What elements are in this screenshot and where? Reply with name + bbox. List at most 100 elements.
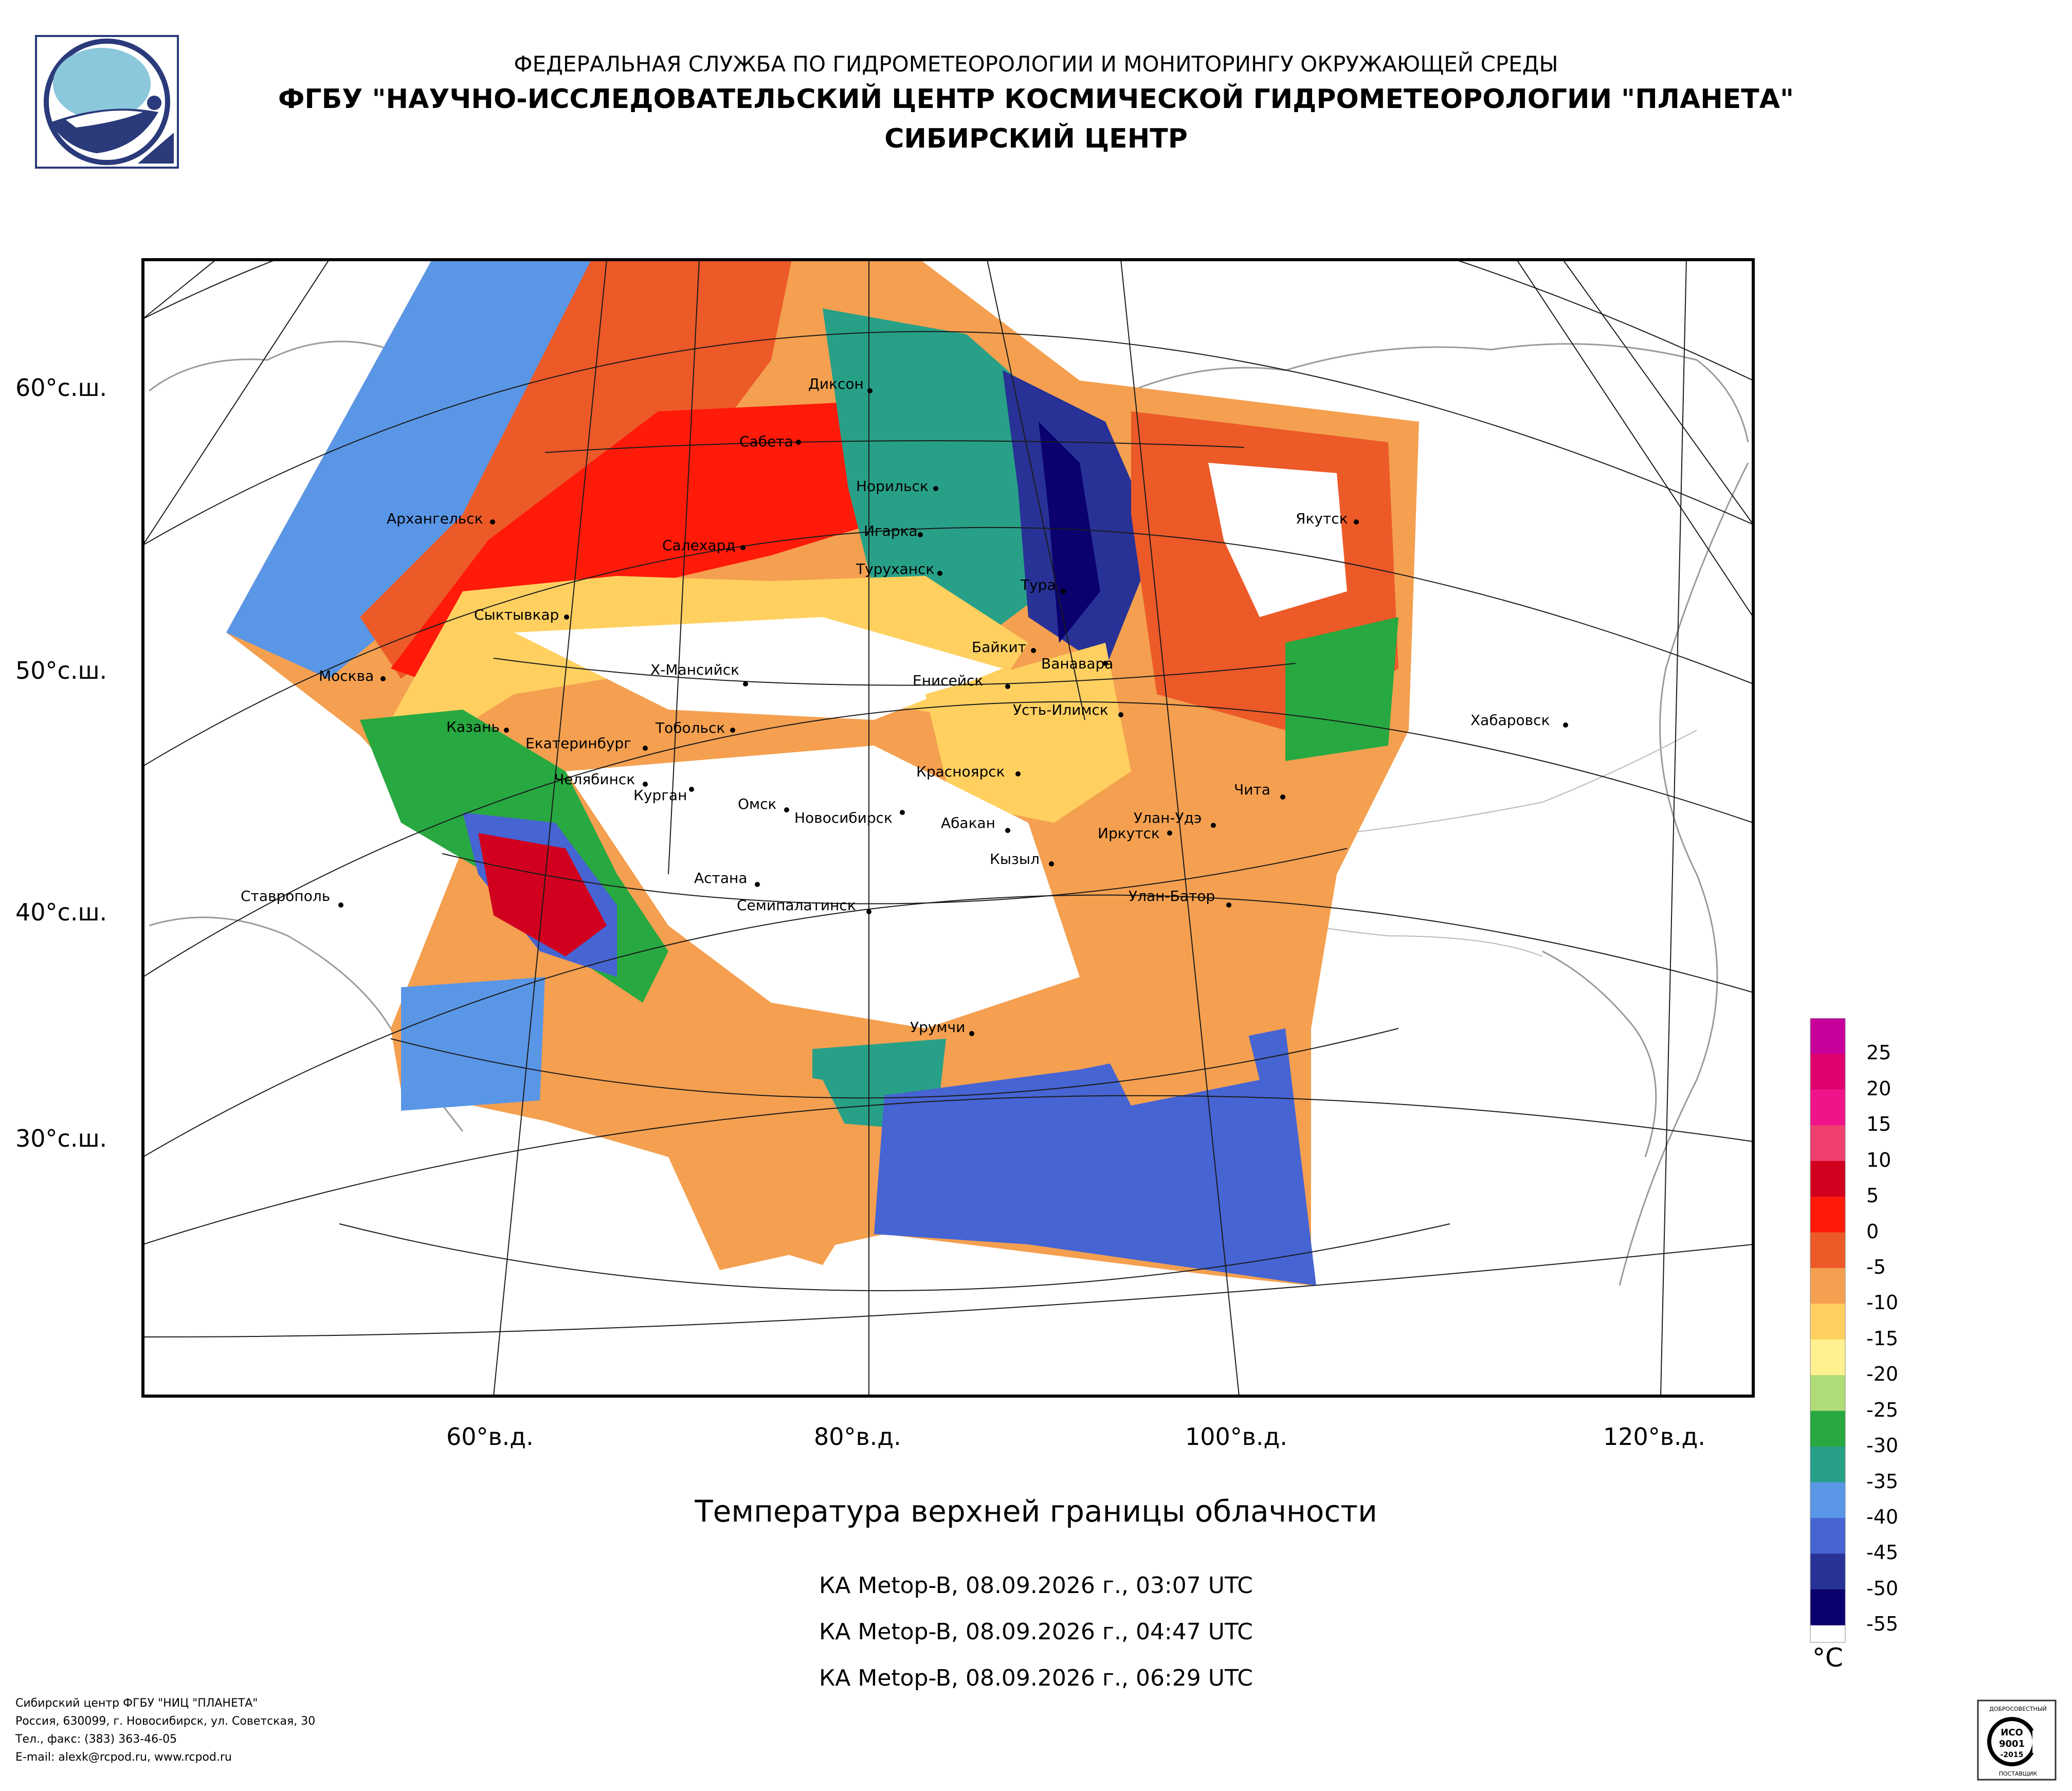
legend-swatch — [1810, 1089, 1845, 1126]
city-label: Улан-Батор — [1129, 888, 1215, 904]
legend-swatch — [1810, 1482, 1845, 1518]
longitude-label: 80°в.д. — [814, 1423, 901, 1451]
iso-certificate-badge: ДОБРОСОВЕСТНЫЙ ИСО 9001 -2015 ПОСТАВЩИК — [1977, 1699, 2057, 1781]
legend-swatch — [1810, 1268, 1845, 1304]
city-label: Диксон — [808, 375, 864, 392]
header-agency: ФЕДЕРАЛЬНАЯ СЛУЖБА ПО ГИДРОМЕТЕОРОЛОГИИ … — [514, 51, 1558, 77]
longitude-label: 120°в.д. — [1603, 1423, 1705, 1451]
city-label: Абакан — [941, 815, 995, 831]
city-label: Казань — [446, 718, 500, 735]
map-frame — [141, 258, 1755, 1398]
city-label: Ставрополь — [241, 888, 330, 904]
city-label: Астана — [694, 870, 747, 887]
legend-label: -30 — [1866, 1434, 1899, 1457]
city-label: Новосибирск — [794, 809, 893, 826]
city-label: Х-Мансийск — [650, 661, 739, 678]
longitude-labels: 60°в.д. 80°в.д. 100°в.д. 120°в.д. — [446, 1423, 1705, 1451]
legend-swatch — [1810, 1161, 1845, 1197]
planeta-logo-icon — [35, 35, 179, 169]
legend-label: 10 — [1866, 1148, 1892, 1171]
legend-label: -5 — [1866, 1256, 1886, 1278]
city-label: Байкит — [972, 639, 1026, 656]
city-label: Улан-Удэ — [1134, 809, 1202, 826]
footer-line: E-mail: alexk@rcpod.ru, www.rcpod.ru — [15, 1751, 232, 1764]
longitude-label: 100°в.д. — [1185, 1423, 1287, 1451]
city-label: Москва — [319, 667, 374, 684]
city-label: Омск — [738, 795, 776, 812]
city-label: Салехард — [662, 537, 736, 554]
legend-swatch — [1810, 1304, 1845, 1340]
temperature-legend-bar — [1810, 1018, 1846, 1643]
city-label: Кызыл — [990, 851, 1040, 867]
city-label: Ванавара — [1041, 655, 1113, 672]
legend-label: 0 — [1866, 1220, 1879, 1243]
cert-year: -2015 — [2001, 1751, 2024, 1759]
latitude-label: 50°с.ш. — [15, 657, 107, 684]
city-label: Хабаровск — [1470, 712, 1550, 729]
pass-line: КА Metop-B, 08.09.2026 г., 04:47 UTC — [819, 1619, 1253, 1645]
legend-label: -35 — [1866, 1470, 1899, 1493]
legend-label: -40 — [1866, 1506, 1899, 1528]
latitude-labels: 60°с.ш. 50°с.ш. 40°с.ш. 30°с.ш. — [15, 374, 107, 1152]
latitude-label: 30°с.ш. — [15, 1125, 107, 1152]
legend-swatch — [1810, 1375, 1845, 1412]
legend-label: -20 — [1866, 1363, 1899, 1386]
latitude-label: 60°с.ш. — [15, 374, 107, 402]
city-label: Курган — [633, 787, 687, 804]
footer-line: Сибирский центр ФГБУ "НИЦ "ПЛАНЕТА" — [15, 1697, 258, 1710]
legend-swatch — [1810, 1446, 1845, 1482]
legend-swatch — [1810, 1589, 1845, 1625]
header-institute: ФГБУ "НАУЧНО-ИССЛЕДОВАТЕЛЬСКИЙ ЦЕНТР КОС… — [278, 84, 1794, 115]
legend-label: 20 — [1866, 1077, 1892, 1100]
city-label: Чита — [1234, 781, 1270, 798]
legend-label: 5 — [1866, 1184, 1879, 1207]
city-label: Екатеринбург — [525, 735, 631, 752]
cert-code: ИСО — [2001, 1727, 2023, 1738]
cert-bottom: ПОСТАВЩИК — [1999, 1770, 2038, 1777]
legend-label: 15 — [1866, 1113, 1892, 1136]
city-label: Игарка — [864, 522, 918, 539]
city-label: Тобольск — [655, 719, 725, 736]
cert-num: 9001 — [1999, 1739, 2025, 1749]
city-label: Якутск — [1296, 510, 1348, 527]
latitude-label: 40°с.ш. — [15, 898, 107, 926]
legend-swatch — [1810, 1339, 1845, 1376]
header-branch: СИБИРСКИЙ ЦЕНТР — [884, 123, 1188, 154]
graticule — [143, 260, 1753, 1396]
legend-label: 25 — [1866, 1041, 1892, 1064]
legend-swatch — [1810, 1054, 1845, 1090]
legend-swatch — [1810, 1553, 1845, 1590]
legend-label: -45 — [1866, 1541, 1899, 1564]
city-label: Семипалатинск — [737, 897, 856, 914]
city-label: Урумчи — [910, 1019, 965, 1036]
city-label: Норильск — [856, 478, 929, 495]
city-label: Сыктывкар — [474, 606, 559, 623]
longitude-label: 60°в.д. — [446, 1423, 534, 1451]
city-label: Сабета — [739, 433, 793, 450]
city-label: Туруханск — [856, 560, 934, 577]
footer-line: Тел., факс: (383) 363-46-05 — [15, 1733, 177, 1746]
city-label: Челябинск — [554, 771, 635, 788]
legend-label: -15 — [1866, 1327, 1899, 1350]
legend-label: -10 — [1866, 1291, 1899, 1314]
city-label: Усть-Илимск — [1013, 701, 1108, 718]
city-label: Красноярск — [916, 763, 1005, 780]
legend-label: -55 — [1866, 1613, 1899, 1636]
legend-swatch — [1810, 1518, 1845, 1554]
city-labels: Диксон Сабета Норильск Архангельск Игарк… — [241, 375, 1550, 1036]
legend-swatch — [1810, 1197, 1845, 1233]
legend-unit: °C — [1812, 1643, 1843, 1673]
legend-label: -25 — [1866, 1398, 1899, 1421]
city-markers — [338, 388, 1568, 1036]
legend-swatch — [1810, 1018, 1845, 1054]
city-label: Енисейск — [913, 672, 983, 689]
city-label: Тура — [1020, 576, 1056, 593]
pass-line: КА Metop-B, 08.09.2026 г., 03:07 UTC — [819, 1572, 1253, 1599]
legend-swatch — [1810, 1125, 1845, 1162]
city-label: Иркутск — [1098, 825, 1160, 842]
legend-swatch — [1810, 1232, 1845, 1269]
pass-line: КА Metop-B, 08.09.2026 г., 06:29 UTC — [819, 1665, 1253, 1691]
cert-top: ДОБРОСОВЕСТНЫЙ — [1989, 1706, 2047, 1712]
map-title: Температура верхней границы облачности — [695, 1494, 1377, 1529]
